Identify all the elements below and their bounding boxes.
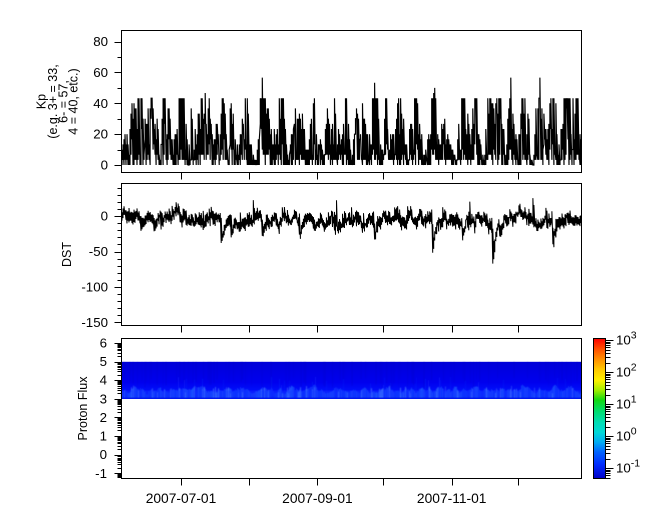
svg-text:2007-07-01: 2007-07-01 — [146, 491, 217, 506]
svg-text:60: 60 — [93, 65, 108, 80]
svg-text:2007-11-01: 2007-11-01 — [417, 491, 487, 506]
svg-text:20: 20 — [93, 127, 108, 142]
svg-text:0: 0 — [101, 158, 108, 173]
svg-text:80: 80 — [93, 34, 108, 49]
svg-text:40: 40 — [93, 96, 108, 111]
svg-text:0: 0 — [100, 447, 107, 462]
svg-text:(e.g. 3+ = 33,: (e.g. 3+ = 33, — [46, 64, 60, 138]
svg-text:6: 6 — [100, 335, 107, 350]
svg-text:-150: -150 — [81, 315, 108, 330]
svg-text:Kp: Kp — [35, 94, 49, 109]
svg-text:2: 2 — [100, 410, 107, 425]
svg-text:0: 0 — [101, 209, 108, 224]
svg-text:5: 5 — [100, 354, 107, 369]
svg-text:-50: -50 — [89, 244, 108, 259]
svg-text:-100: -100 — [81, 280, 108, 295]
svg-text:-1: -1 — [95, 466, 107, 481]
svg-text:DST: DST — [60, 242, 74, 267]
svg-text:1: 1 — [100, 429, 107, 444]
svg-text:4 = 40, etc.): 4 = 40, etc.) — [67, 68, 81, 134]
svg-text:3: 3 — [100, 391, 107, 406]
svg-text:Proton Flux: Proton Flux — [76, 376, 90, 441]
svg-text:6- = 57,: 6- = 57, — [57, 80, 71, 123]
svg-text:2007-09-01: 2007-09-01 — [282, 491, 353, 506]
svg-text:4: 4 — [100, 373, 107, 388]
